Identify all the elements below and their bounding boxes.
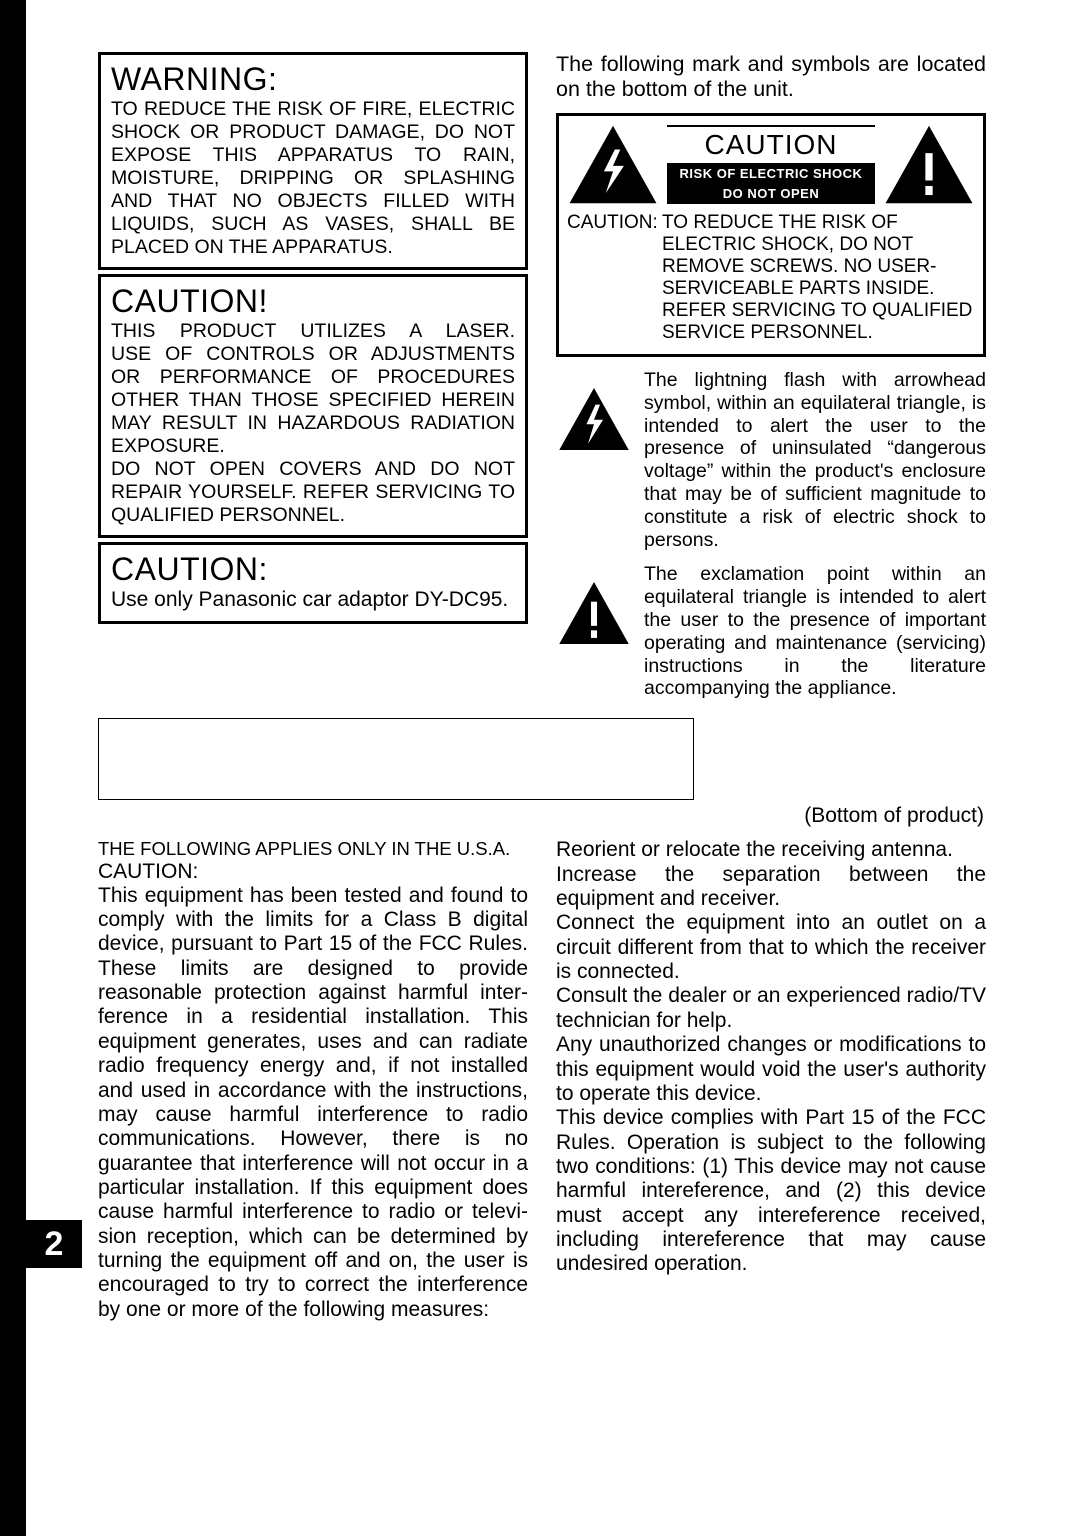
fcc-tail2: This device complies with Part 15 of the… xyxy=(556,1106,986,1277)
caution-laser-box: CAUTION! THIS PRODUCT UTILIZES A LASER. … xyxy=(98,274,528,538)
left-column: WARNING: TO REDUCE THE RISK OF FIRE, ELE… xyxy=(98,52,528,700)
fcc-left: THE FOLLOWING APPLIES ONLY IN THE U.S.A.… xyxy=(98,838,528,1322)
caution-text-label: CAUTION: xyxy=(567,212,662,344)
label-risk-line1: RISK OF ELECTRIC SHOCK xyxy=(667,165,875,184)
page-content: WARNING: TO REDUCE THE RISK OF FIRE, ELE… xyxy=(98,52,986,1322)
bottom-of-product-label: (Bottom of product) xyxy=(98,804,986,828)
label-center: CAUTION RISK OF ELECTRIC SHOCK DO NOT OP… xyxy=(667,125,875,204)
label-caution-word: CAUTION xyxy=(667,125,875,165)
label-risk-line2: DO NOT OPEN xyxy=(667,184,875,204)
caution-text-block: CAUTION: TO REDUCE THE RISK OF ELECTRIC … xyxy=(567,212,975,344)
fcc-bullet-item: Connect the equipment into an outlet on … xyxy=(556,911,986,984)
fcc-first-line: THE FOLLOWING APPLIES ONLY IN THE U.S.A. xyxy=(98,838,528,859)
fcc-bullet-item: Increase the separation between the equi… xyxy=(556,863,986,912)
exclaim-explain-row: The exclamation point within an equilate… xyxy=(556,563,986,700)
fcc-columns: THE FOLLOWING APPLIES ONLY IN THE U.S.A.… xyxy=(98,838,986,1322)
page-number: 2 xyxy=(26,1220,82,1268)
exclamation-icon xyxy=(883,124,975,206)
caution-laser-line3: DO NOT OPEN COVERS AND DO NOT REPAIR YOU… xyxy=(111,458,515,527)
lightning-explain-text: The lightning flash with arrowhead symbo… xyxy=(644,369,986,552)
caution-label-box: CAUTION RISK OF ELECTRIC SHOCK DO NOT OP… xyxy=(556,113,986,357)
left-black-strip xyxy=(0,0,26,1536)
caution-laser-line1: THIS PRODUCT UTILIZES A LASER. xyxy=(111,320,515,343)
fcc-bullet-item: Reorient or relocate the receiving an­te… xyxy=(556,838,986,862)
caution-adaptor-box: CAUTION: Use only Panasonic car adaptor … xyxy=(98,542,528,624)
right-column: The following mark and symbols are lo­ca… xyxy=(556,52,986,700)
top-columns: WARNING: TO REDUCE THE RISK OF FIRE, ELE… xyxy=(98,52,986,700)
fcc-tail1: Any unauthorized changes or modifica­tio… xyxy=(556,1033,986,1106)
lightning-triangle-icon xyxy=(556,369,632,469)
caution-adaptor-body: Use only Panasonic car adaptor DY-DC95. xyxy=(111,588,515,613)
fcc-right: Reorient or relocate the receiving an­te… xyxy=(556,838,986,1322)
lightning-explain-row: The lightning flash with arrowhead symbo… xyxy=(556,369,986,552)
caution-laser-line2: USE OF CONTROLS OR ADJUST­MENTS OR PERFO… xyxy=(111,343,515,458)
caution-laser-heading: CAUTION! xyxy=(111,283,515,320)
exclaim-explain-text: The exclamation point within an equilate… xyxy=(644,563,986,700)
fcc-left-body: This equipment has been tested and found… xyxy=(98,884,528,1322)
exclamation-triangle-icon xyxy=(556,563,632,663)
lightning-icon xyxy=(567,124,659,206)
fcc-bullet-item: Consult the dealer or an experienced rad… xyxy=(556,984,986,1033)
fcc-caution-label: CAUTION: xyxy=(98,860,528,884)
caution-text-body: TO REDUCE THE RISK OF ELECTRIC SHOCK, DO… xyxy=(662,212,975,344)
fcc-bullets: Reorient or relocate the receiving an­te… xyxy=(556,838,986,1033)
warning-body: TO REDUCE THE RISK OF FIRE, ELECTRIC SHO… xyxy=(111,98,515,259)
blank-placeholder-box xyxy=(98,718,694,800)
caution-adaptor-heading: CAUTION: xyxy=(111,551,515,588)
warning-heading: WARNING: xyxy=(111,61,515,98)
label-row: CAUTION RISK OF ELECTRIC SHOCK DO NOT OP… xyxy=(567,124,975,206)
warning-box: WARNING: TO REDUCE THE RISK OF FIRE, ELE… xyxy=(98,52,528,270)
symbols-intro: The following mark and symbols are lo­ca… xyxy=(556,52,986,103)
